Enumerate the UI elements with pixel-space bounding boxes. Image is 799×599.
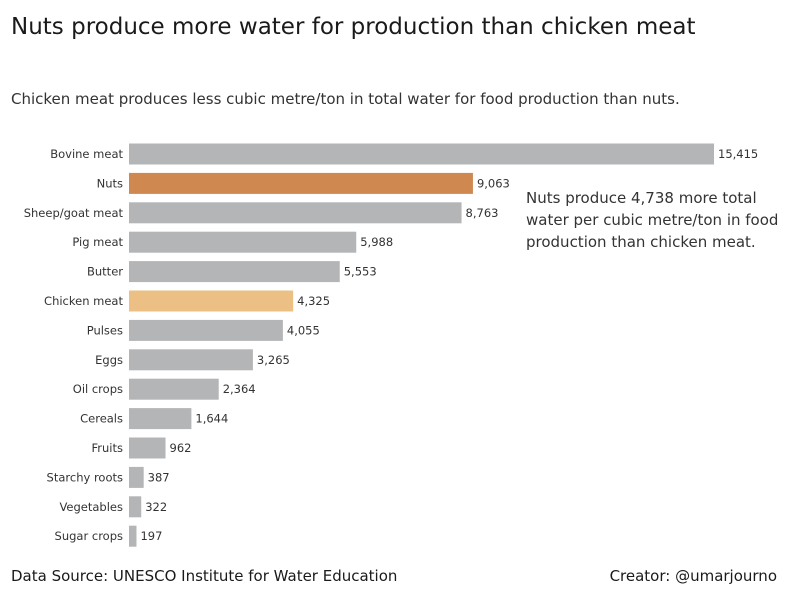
chart-annotation: Nuts produce 4,738 more total water per … xyxy=(526,189,779,251)
value-label-sheep-goat-meat: 8,763 xyxy=(466,206,499,220)
value-label-eggs: 3,265 xyxy=(257,353,290,367)
category-label-vegetables: Vegetables xyxy=(59,500,123,514)
bar-pulses[interactable] xyxy=(129,319,283,341)
value-label-nuts: 9,063 xyxy=(477,176,510,190)
bar-chart: Bovine meat 15,415 Nuts 9,063 Sheep/goat mea… xyxy=(24,143,758,547)
value-label-vegetables: 322 xyxy=(145,500,167,514)
value-label-bovine-meat: 15,415 xyxy=(718,147,758,161)
bar-fruits[interactable] xyxy=(129,437,166,459)
value-label-pig-meat: 5,988 xyxy=(360,235,393,249)
bar-eggs[interactable] xyxy=(129,349,253,371)
category-label-eggs: Eggs xyxy=(95,353,123,367)
page-title: Nuts produce more water for production t… xyxy=(11,14,696,40)
value-label-pulses: 4,055 xyxy=(287,323,320,337)
bar-butter[interactable] xyxy=(129,261,340,283)
data-source-footer: Data Source: UNESCO Institute for Water … xyxy=(11,567,398,585)
category-label-pulses: Pulses xyxy=(87,323,123,337)
category-label-starchy-roots: Starchy roots xyxy=(47,470,123,484)
creator-footer: Creator: @umarjourno xyxy=(609,567,777,585)
category-label-chicken-meat: Chicken meat xyxy=(44,294,123,308)
bar-starchy-roots[interactable] xyxy=(129,466,144,488)
bar-cereals[interactable] xyxy=(129,408,192,430)
category-label-sheep-goat-meat: Sheep/goat meat xyxy=(24,206,124,220)
page-subtitle: Chicken meat produces less cubic metre/t… xyxy=(11,90,680,108)
category-label-oil-crops: Oil crops xyxy=(73,382,123,396)
bar-pig-meat[interactable] xyxy=(129,231,357,253)
bar-sheep-goat-meat[interactable] xyxy=(129,202,462,224)
bar-vegetables[interactable] xyxy=(129,496,142,518)
value-label-starchy-roots: 387 xyxy=(148,470,170,484)
value-label-fruits: 962 xyxy=(170,441,192,455)
bar-sugar-crops[interactable] xyxy=(129,525,137,547)
bar-bovine-meat[interactable] xyxy=(129,143,714,165)
category-label-bovine-meat: Bovine meat xyxy=(50,147,123,161)
bar-oil-crops[interactable] xyxy=(129,378,219,400)
category-label-sugar-crops: Sugar crops xyxy=(55,529,123,543)
value-label-chicken-meat: 4,325 xyxy=(297,294,330,308)
value-label-butter: 5,553 xyxy=(344,265,377,279)
value-label-oil-crops: 2,364 xyxy=(223,382,256,396)
category-label-cereals: Cereals xyxy=(80,412,123,426)
category-label-pig-meat: Pig meat xyxy=(72,235,123,249)
value-label-cereals: 1,644 xyxy=(195,412,228,426)
category-label-fruits: Fruits xyxy=(92,441,124,455)
category-label-butter: Butter xyxy=(87,265,123,279)
value-label-sugar-crops: 197 xyxy=(140,529,162,543)
category-label-nuts: Nuts xyxy=(97,176,123,190)
bar-nuts[interactable] xyxy=(129,172,473,194)
bar-chicken-meat[interactable] xyxy=(129,290,294,312)
